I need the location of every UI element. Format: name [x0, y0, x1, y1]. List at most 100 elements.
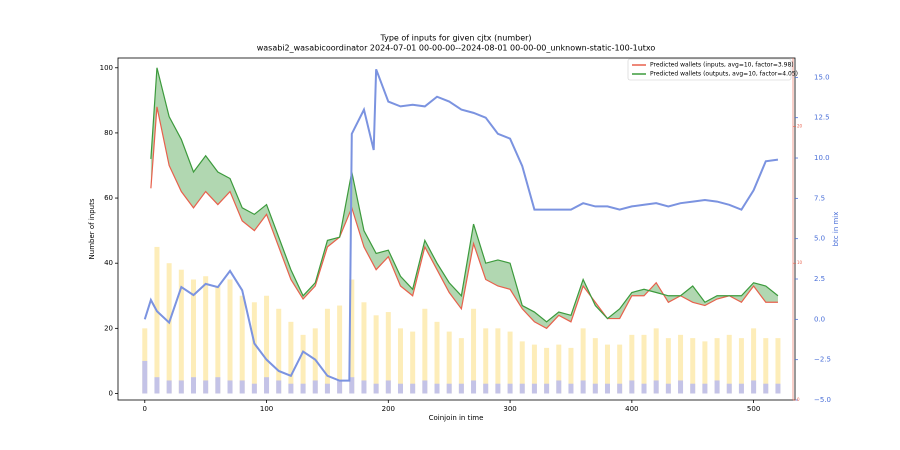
y-tick-label: 20 — [104, 324, 113, 332]
bar — [349, 377, 355, 394]
bar — [483, 328, 489, 394]
line — [150, 67, 779, 323]
bar — [154, 246, 160, 394]
y-tick-label: 40 — [104, 259, 113, 267]
bar — [361, 380, 367, 394]
y2-tick-label: −5.0 — [814, 396, 831, 404]
bar — [738, 383, 744, 394]
legend-box — [627, 58, 792, 81]
bar — [702, 383, 708, 394]
bar — [544, 347, 550, 394]
bar — [483, 383, 489, 394]
bar — [190, 279, 196, 394]
y3-tick-label: 0 — [797, 397, 800, 402]
bar — [763, 383, 769, 394]
y2-tick-label: −2.5 — [814, 356, 831, 364]
bar — [264, 377, 270, 394]
bar — [604, 383, 610, 394]
line — [150, 106, 778, 330]
bar — [629, 334, 635, 394]
bar — [154, 377, 160, 394]
bar — [519, 383, 525, 394]
y2-tick-label: 10.0 — [814, 154, 830, 162]
y2-tick-label: 15.0 — [814, 73, 830, 81]
bar — [653, 380, 659, 394]
bar — [446, 331, 452, 394]
bar — [690, 383, 696, 394]
bar — [324, 308, 330, 394]
bar — [434, 321, 440, 394]
bar — [519, 341, 525, 394]
bar — [629, 380, 635, 394]
y2-tick-label: 7.5 — [814, 194, 825, 202]
bar — [434, 383, 440, 394]
y-axis-label: Number of inputs — [88, 198, 96, 259]
y3-tick-label: 10 — [797, 260, 803, 265]
bar — [385, 312, 391, 394]
y2-tick-label: 5.0 — [814, 235, 825, 243]
bar — [775, 338, 781, 394]
y3-tick-label: 20 — [797, 123, 803, 128]
bar — [337, 305, 343, 394]
bar — [495, 383, 501, 394]
bar — [531, 383, 537, 394]
bar — [410, 383, 416, 394]
bar — [178, 380, 184, 394]
bar — [203, 380, 209, 394]
bar — [507, 383, 513, 394]
bar — [653, 328, 659, 394]
bar — [714, 338, 720, 394]
bar — [751, 380, 757, 394]
bar — [203, 276, 209, 394]
plot-frame — [117, 57, 796, 401]
bar — [702, 341, 708, 394]
bar — [446, 383, 452, 394]
x-tick-label: 200 — [382, 405, 395, 413]
chart-title: Type of inputs for given cjtx (number) — [379, 34, 531, 43]
bar — [580, 328, 586, 394]
bar — [641, 383, 647, 394]
bar — [227, 279, 233, 394]
bar — [690, 338, 696, 394]
bar — [288, 383, 294, 394]
bar — [300, 383, 306, 394]
bar — [349, 279, 355, 394]
bar — [471, 380, 477, 394]
bar — [568, 347, 574, 394]
bar — [239, 295, 245, 394]
y-tick-label: 60 — [104, 194, 113, 202]
bar — [665, 383, 671, 394]
bar — [556, 380, 562, 394]
bar — [337, 380, 343, 394]
x-axis-label: Coinjoin in time — [429, 414, 484, 422]
y2-tick-label: 12.5 — [814, 114, 830, 122]
bar — [288, 321, 294, 394]
bar — [227, 380, 233, 394]
bar — [385, 380, 391, 394]
bar — [142, 360, 148, 394]
bar — [714, 380, 720, 394]
bar — [678, 380, 684, 394]
bar — [738, 338, 744, 394]
bar — [264, 295, 270, 394]
line — [143, 68, 779, 382]
bar — [678, 334, 684, 394]
x-tick-label: 100 — [260, 405, 273, 413]
bar — [190, 377, 196, 394]
bar — [324, 383, 330, 394]
bar — [373, 383, 379, 394]
y2-tick-label: 0.0 — [814, 315, 825, 323]
bar — [665, 338, 671, 394]
bar — [215, 286, 221, 394]
legend-label: Predicted wallets (inputs, avg=10, facto… — [650, 62, 794, 69]
bar — [775, 383, 781, 394]
bar — [300, 334, 306, 394]
bar — [726, 334, 732, 394]
bar — [251, 383, 257, 394]
bar — [397, 383, 403, 394]
legend-label: Predicted wallets (outputs, avg=10, fact… — [650, 71, 798, 78]
bar — [556, 344, 562, 394]
bar — [166, 263, 172, 394]
bar — [397, 328, 403, 394]
bar — [617, 383, 623, 394]
